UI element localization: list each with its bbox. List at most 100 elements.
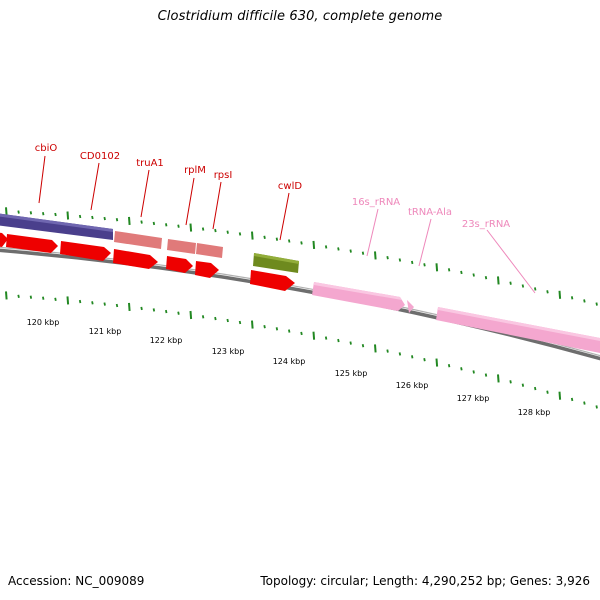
kbp-tick-label: 122 kbp [150, 336, 183, 345]
inner-tick [509, 380, 512, 384]
feature-23s_rRNA-bar[interactable] [436, 307, 600, 354]
inner-tick [140, 306, 143, 311]
outer-tick [300, 241, 303, 245]
feature-rplM-bar[interactable] [167, 239, 196, 254]
outer-tick [374, 251, 377, 260]
outer-tick [54, 212, 57, 217]
label-rplM: rplM [184, 165, 206, 176]
feature-16s_rRNA-bar[interactable] [312, 282, 405, 311]
tick-row-inner [5, 291, 598, 409]
leader-truA1 [140, 169, 150, 218]
inner-tick [226, 318, 229, 323]
outer-tick [201, 227, 205, 231]
inner-tick [275, 327, 279, 331]
outer-tick [152, 221, 156, 226]
label-cwlD: cwlD [278, 181, 302, 192]
outer-tick [140, 220, 143, 224]
outer-tick [349, 249, 352, 253]
feature-truA1-bar[interactable] [114, 231, 162, 249]
gene-arrow-2[interactable] [6, 234, 58, 253]
inner-tick [411, 355, 414, 359]
gene-arrow-7[interactable] [250, 270, 295, 291]
outer-tick [288, 239, 291, 243]
kbp-tick-labels: 120 kbp 121 kbp 122 kbp 123 kbp 124 kbp 125 k… [27, 318, 551, 417]
inner-tick [312, 331, 316, 340]
inner-tick [435, 358, 439, 367]
outer-tick [534, 287, 537, 291]
feature-16s_rRNA-bar-top [314, 282, 402, 300]
feature-tRNA-Ala-arrow[interactable] [407, 300, 414, 313]
leader-rpsI [212, 181, 222, 230]
inner-tick [189, 310, 193, 320]
gene-arrow-6[interactable] [195, 261, 219, 278]
outer-tick [251, 231, 254, 240]
outer-tick [66, 211, 70, 220]
leader-23s_rRNA [486, 229, 536, 294]
label-CD0102: CD0102 [80, 151, 120, 162]
outer-tick [521, 284, 525, 288]
gene-arrow-3[interactable] [60, 241, 111, 261]
inner-tick [447, 364, 451, 368]
gene-arrow-5[interactable] [166, 256, 193, 273]
outer-tick [411, 260, 414, 265]
inner-tick [288, 329, 291, 333]
leader-CD0102 [90, 162, 100, 211]
inner-tick [91, 301, 94, 305]
inner-tick [201, 315, 205, 319]
inner-tick [398, 352, 402, 356]
outer-tick [115, 218, 119, 222]
genome-backbone-highlight [0, 246, 600, 357]
kbp-tick-label: 127 kbp [457, 394, 490, 403]
inner-tick [386, 349, 389, 353]
outer-tick [263, 235, 266, 239]
outer-tick [497, 276, 500, 285]
inner-tick [152, 308, 156, 312]
inner-tick [374, 344, 377, 353]
kbp-tick-label: 126 kbp [396, 381, 429, 390]
outer-tick [460, 270, 463, 275]
outer-tick [226, 230, 229, 234]
kbp-tick-label: 128 kbp [518, 408, 551, 417]
accession-text: Accession: NC_009089 [8, 574, 145, 588]
inner-tick [251, 320, 254, 329]
tick-row-outer [5, 207, 598, 306]
kbp-tick-label: 120 kbp [27, 318, 60, 327]
inner-tick [361, 344, 365, 348]
kbp-tick-label: 123 kbp [212, 347, 245, 356]
inner-tick [103, 302, 106, 306]
genome-backbone [0, 248, 600, 361]
leader-rplM [185, 177, 195, 226]
outer-tick [29, 211, 33, 215]
inner-tick [546, 390, 549, 394]
inner-tick [214, 316, 217, 321]
inner-tick [128, 302, 131, 311]
label-16s_rRNA: 16s_rRNA [352, 197, 400, 208]
outer-tick [595, 302, 598, 306]
outer-tick [312, 240, 316, 249]
outer-tick [17, 210, 20, 214]
leader-cwlD [279, 192, 290, 241]
gene-arrow-4[interactable] [113, 249, 158, 269]
inner-tick [263, 325, 266, 329]
outer-tick [324, 245, 328, 249]
outer-tick [238, 232, 242, 236]
outer-tick [484, 276, 488, 280]
leader-16s_rRNA [366, 208, 379, 257]
outer-tick [386, 256, 389, 260]
outer-tick [435, 263, 439, 272]
inner-tick [497, 374, 500, 383]
gene-arrow-1[interactable] [0, 232, 8, 247]
outer-tick [583, 299, 586, 303]
inner-tick [29, 295, 33, 299]
outer-tick [214, 228, 217, 233]
label-23s_rRNA: 23s_rRNA [462, 219, 510, 230]
inner-tick [17, 294, 20, 298]
label-truA1: truA1 [136, 158, 164, 169]
outer-tick [398, 258, 402, 262]
outer-tick [361, 251, 365, 255]
feature-cwlD-bar[interactable] [253, 253, 299, 273]
outer-tick [128, 216, 131, 225]
feature-rpsI-bar[interactable] [196, 243, 223, 258]
label-rpsI: rpsI [214, 170, 233, 181]
